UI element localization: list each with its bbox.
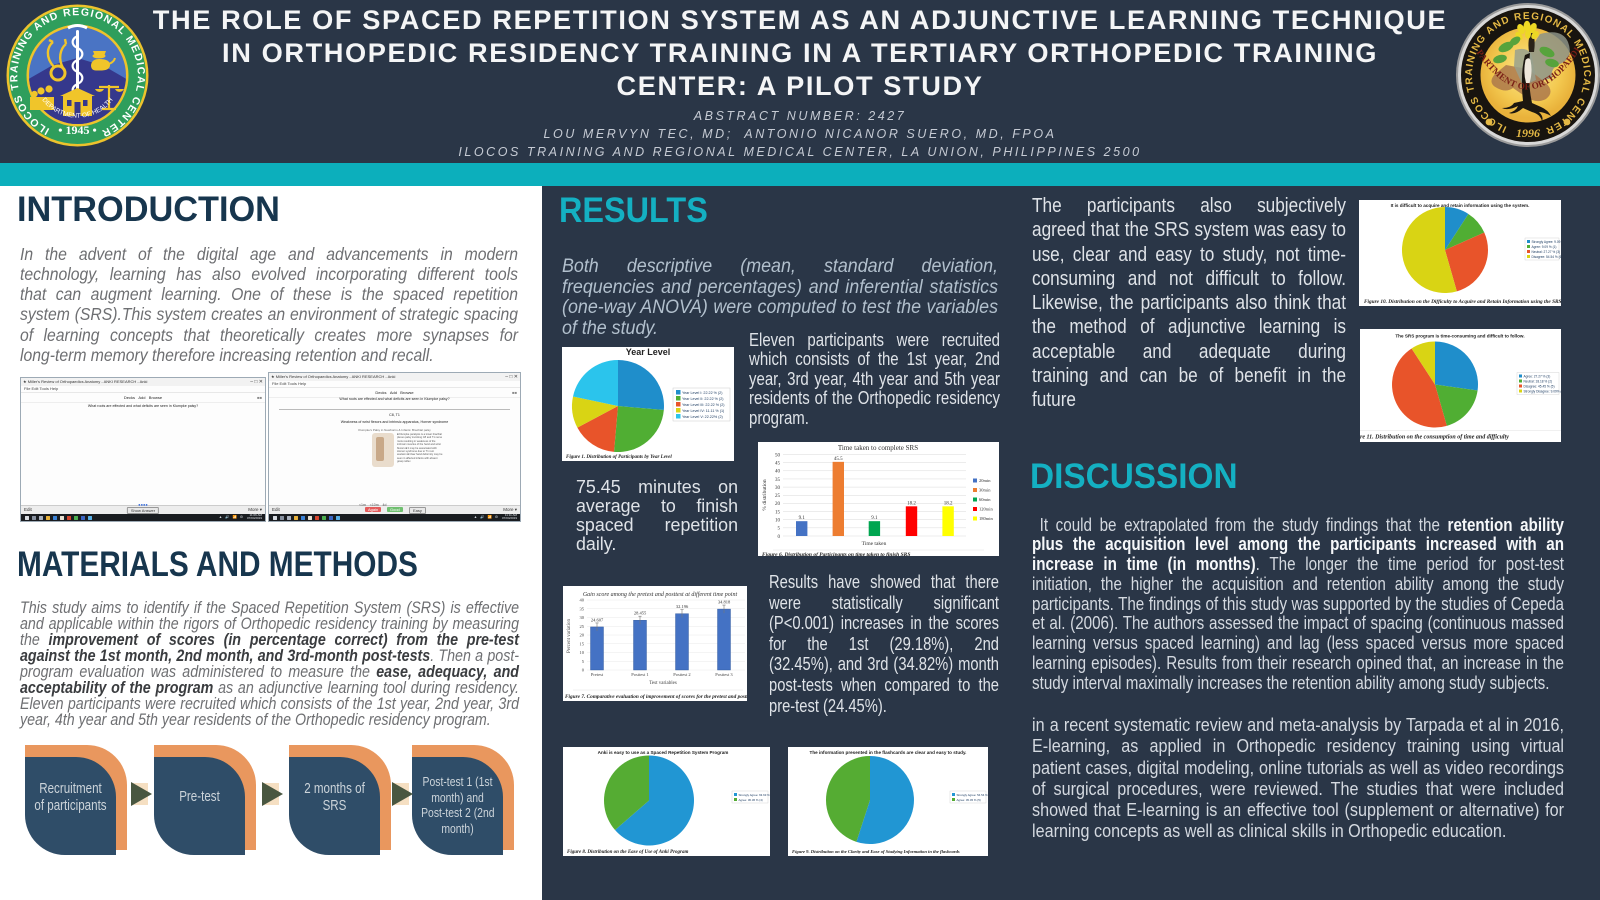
svg-text:Agree: 36.36 % (4): Agree: 36.36 % (4) (739, 798, 763, 802)
svg-text:15: 15 (580, 641, 585, 646)
svg-text:Posttest 2: Posttest 2 (673, 672, 690, 677)
svg-text:• 1945 •: • 1945 • (58, 123, 96, 137)
svg-text:Figure 8. Distribution on the: Figure 8. Distribution on the Ease of Us… (567, 850, 688, 855)
svg-text:0: 0 (778, 535, 781, 540)
svg-text:Agree: 27.27 % (3): Agree: 27.27 % (3) (1524, 375, 1551, 379)
svg-text:Disagree: 54.54 % (6): Disagree: 54.54 % (6) (1532, 255, 1562, 259)
svg-text:Figure 6. Distribution of Part: Figure 6. Distribution of Participants o… (762, 552, 910, 556)
svg-text:Strongly Agree: 9.09 % (1): Strongly Agree: 9.09 % (1) (1532, 240, 1562, 244)
svg-text:1996: 1996 (1516, 126, 1540, 140)
svg-text:Neutral: 27.27 % (3): Neutral: 27.27 % (3) (1532, 250, 1561, 254)
svg-text:18.2: 18.2 (907, 501, 916, 506)
svg-text:9.1: 9.1 (799, 516, 806, 521)
svg-text:Year Level: Year Level (626, 347, 671, 357)
svg-text:Year Level I: 22.22 % (2): Year Level I: 22.22 % (2) (682, 391, 722, 395)
svg-text:Test variables: Test variables (649, 681, 677, 686)
svg-text:Strongly Disagree: 9.09% (1): Strongly Disagree: 9.09% (1) (1524, 390, 1562, 394)
svg-text:Percent variation: Percent variation (567, 618, 572, 653)
svg-text:Year Level V: 22.22% (2): Year Level V: 22.22% (2) (682, 415, 723, 419)
svg-text:20: 20 (775, 502, 781, 507)
svg-text:32.196: 32.196 (676, 604, 689, 609)
svg-text:% distribution: % distribution (762, 479, 768, 511)
svg-text:20: 20 (580, 633, 585, 638)
svg-text:Figure 1. Distribution of Part: Figure 1. Distribution of Participants b… (566, 455, 672, 460)
svg-text:10: 10 (580, 650, 585, 655)
svg-text:20min: 20min (979, 478, 991, 483)
svg-text:30min: 30min (979, 488, 991, 493)
svg-text:5: 5 (778, 527, 781, 532)
svg-text:24.607: 24.607 (591, 617, 604, 622)
svg-text:Year Level IV: 11.11 % (1): Year Level IV: 11.11 % (1) (682, 409, 724, 413)
svg-text:Posttest 3: Posttest 3 (715, 672, 733, 677)
svg-text:60min: 60min (979, 497, 991, 502)
svg-text:Time taken to complete SRS: Time taken to complete SRS (838, 444, 918, 452)
svg-text:The SRS program is time-consum: The SRS program is time-consuming and di… (1395, 334, 1524, 339)
svg-text:28.455: 28.455 (634, 611, 647, 616)
svg-text:Agree: 45.45 % (5): Agree: 45.45 % (5) (957, 798, 981, 802)
svg-text:Strongly Agree: 54.54 % (6): Strongly Agree: 54.54 % (6) (957, 793, 989, 797)
svg-text:Disagree: 45.45 % (5): Disagree: 45.45 % (5) (1524, 385, 1555, 389)
svg-text:Agree: 9.09 % (1): Agree: 9.09 % (1) (1532, 245, 1557, 249)
svg-text:25: 25 (580, 624, 585, 629)
svg-text:Strongly Agree: 63.63 % (7): Strongly Agree: 63.63 % (7) (739, 793, 771, 797)
svg-text:Figure 9. Distribution on the: Figure 9. Distribution on the Clarity an… (792, 849, 960, 854)
svg-text:It is difficult to acquire and: It is difficult to acquire and retain in… (1391, 203, 1530, 208)
svg-text:Figure 7. Comparative evaluati: Figure 7. Comparative evaluation of impr… (565, 694, 747, 700)
svg-text:30: 30 (775, 486, 781, 491)
svg-text:Posttest 1: Posttest 1 (631, 672, 648, 677)
svg-text:Time taken: Time taken (862, 541, 887, 547)
svg-text:120min: 120min (979, 507, 994, 512)
svg-text:10: 10 (775, 519, 781, 524)
svg-text:180min: 180min (979, 516, 994, 521)
svg-text:35: 35 (580, 606, 585, 611)
svg-text:50: 50 (775, 453, 781, 458)
svg-text:45: 45 (775, 461, 781, 466)
svg-text:18.2: 18.2 (944, 501, 953, 506)
svg-text:40: 40 (775, 470, 781, 475)
svg-text:Gain score among the pretest a: Gain score among the pretest and posttes… (583, 591, 738, 598)
svg-text:Neutral: 18.18 % (2): Neutral: 18.18 % (2) (1524, 380, 1553, 384)
svg-text:9.1: 9.1 (871, 516, 878, 521)
svg-text:35: 35 (775, 478, 781, 483)
svg-text:40: 40 (580, 598, 585, 603)
svg-text:Anki is easy to use as a Space: Anki is easy to use as a Spaced Repetiti… (598, 750, 729, 755)
svg-text:Figure 10. Distribution on the: Figure 10. Distribution on the Difficult… (1364, 299, 1561, 305)
svg-text:25: 25 (775, 494, 781, 499)
svg-text:Year Level II: 22.22 % (2): Year Level II: 22.22 % (2) (682, 397, 723, 401)
svg-text:30: 30 (580, 615, 585, 620)
svg-text:The information presented in t: The information presented in the flashca… (810, 750, 967, 755)
svg-text:5: 5 (582, 659, 585, 664)
svg-text:45.5: 45.5 (834, 457, 843, 462)
svg-text:34.818: 34.818 (718, 600, 731, 605)
svg-text:0: 0 (582, 668, 585, 673)
svg-text:re 11. Distribution on the con: re 11. Distribution on the consumption o… (1360, 435, 1509, 441)
svg-text:Year Level III: 22.22 % (2): Year Level III: 22.22 % (2) (682, 403, 725, 407)
svg-text:15: 15 (775, 510, 781, 515)
svg-text:Pretest: Pretest (591, 672, 604, 677)
